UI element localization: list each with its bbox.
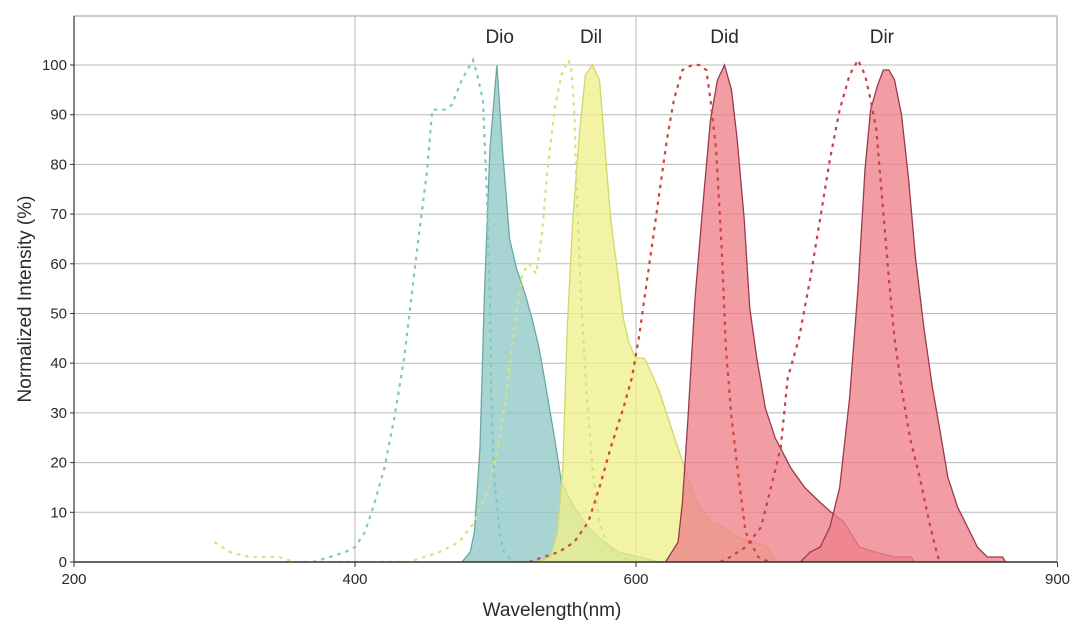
y-tick-label: 10 [50, 504, 67, 521]
x-tick-label: 900 [1045, 571, 1070, 588]
y-tick-label: 80 [50, 156, 67, 173]
y-tick-label: 70 [50, 206, 67, 223]
dir-emission-area [790, 69, 1007, 562]
y-tick-label: 40 [50, 355, 67, 372]
x-tick-label: 600 [623, 571, 648, 588]
x-tick-label: 400 [342, 571, 367, 588]
series-label-dir: Dir [870, 27, 895, 48]
y-tick-label: 0 [59, 554, 67, 571]
y-tick-label: 90 [50, 107, 67, 124]
dio-excitation-line [312, 57, 530, 562]
y-tick-label: 50 [50, 306, 67, 323]
x-axis-title: Wavelength(nm) [483, 600, 622, 621]
did-excitation-line [528, 63, 770, 562]
axes: 0 10 20 30 40 50 60 70 80 90 100 200 400 600 900 [42, 16, 1070, 588]
y-tick-label: 20 [50, 455, 67, 472]
series-label-dio: Dio [485, 27, 514, 48]
x-tick-label: 200 [61, 571, 86, 588]
series-layer [213, 56, 1007, 562]
series-label-dil: Dil [580, 27, 602, 48]
series-labels: Dio Dil Did Dir [485, 27, 894, 48]
y-axis-title: Normalized Intensity (%) [15, 196, 36, 403]
y-tick-label: 30 [50, 405, 67, 422]
series-label-did: Did [710, 27, 739, 48]
y-tick-label: 100 [42, 57, 67, 74]
y-tick-label: 60 [50, 256, 67, 273]
